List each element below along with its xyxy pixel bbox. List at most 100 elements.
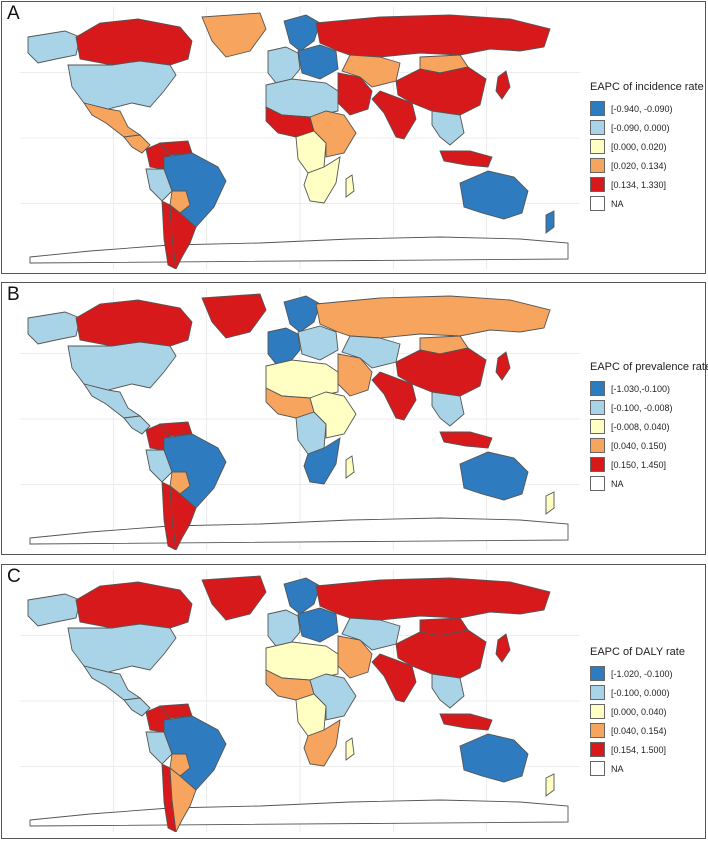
country-middle-east[interactable] [337,353,373,397]
country-bolivia[interactable] [169,190,191,214]
country-japan[interactable] [495,351,511,381]
legend-item: [-0.940, -0.090) [590,99,704,118]
legend-label: [0.020, 0.134) [611,160,667,171]
panel-letter: B [7,284,20,305]
country-eastern-europe[interactable] [297,325,339,361]
legend-item: [0.134, 1.330] [590,175,704,194]
country-eastern-europe[interactable] [297,607,339,643]
country-eastern-europe[interactable] [297,44,339,80]
legend-label: NA [611,763,624,774]
country-indonesia[interactable] [439,431,493,449]
country-nordic[interactable] [283,577,321,615]
country-new-zealand[interactable] [545,210,555,234]
legend-label: [0.150, 1.450] [611,459,667,470]
country-greenland[interactable] [201,12,267,58]
country-indonesia[interactable] [439,713,493,731]
country-bolivia[interactable] [169,471,191,495]
map-legend: EAPC of DALY rate [-1.020, -0.100) [-0.1… [590,646,685,778]
country-china[interactable] [395,629,487,679]
legend-swatch [590,457,605,472]
country-antarctica [29,517,569,545]
country-greenland[interactable] [201,293,267,339]
country-argentina[interactable] [169,485,197,550]
country-usa[interactable] [67,60,177,110]
country-nordic[interactable] [283,14,321,52]
country-alaska[interactable] [27,593,81,627]
legend-item: [0.020, 0.134) [590,156,704,175]
legend-item: [-0.090, 0.000) [590,118,704,137]
legend-item: [-0.100, 0.000) [590,683,685,702]
legend-swatch [590,400,605,415]
country-indonesia[interactable] [439,150,493,168]
country-russia[interactable] [315,295,551,339]
country-alaska[interactable] [27,311,81,345]
country-madagascar[interactable] [345,174,355,198]
legend-item: [0.040, 0.150) [590,436,708,455]
country-southern-africa[interactable] [303,437,341,485]
legend-swatch [590,177,605,192]
country-western-europe[interactable] [267,609,301,647]
country-greenland[interactable] [201,575,267,621]
country-nordic[interactable] [283,295,321,333]
country-peru[interactable] [145,731,173,765]
country-southeast-asia[interactable] [431,110,465,146]
country-india[interactable] [371,90,417,140]
legend-swatch [590,381,605,396]
legend-item: NA [590,759,685,778]
country-east-africa[interactable] [309,110,357,158]
country-madagascar[interactable] [345,737,355,761]
country-central-asia[interactable] [341,54,401,88]
legend-title: EAPC of prevalence rate [590,361,708,373]
country-western-europe[interactable] [267,327,301,365]
country-usa[interactable] [67,341,177,391]
country-southern-africa[interactable] [303,719,341,767]
country-argentina[interactable] [169,204,197,269]
legend-label: [0.040, 0.154) [611,725,667,736]
country-peru[interactable] [145,168,173,202]
legend-item: [0.154, 1.500] [590,740,685,759]
legend-swatch [590,723,605,738]
country-canada[interactable] [75,299,193,347]
country-peru[interactable] [145,449,173,483]
country-bolivia[interactable] [169,753,191,777]
country-russia[interactable] [315,577,551,621]
country-southeast-asia[interactable] [431,673,465,709]
country-india[interactable] [371,653,417,703]
country-australia[interactable] [459,170,529,220]
country-argentina[interactable] [169,767,197,832]
legend-swatch [590,419,605,434]
country-new-zealand[interactable] [545,491,555,515]
legend-item: [-1.030,-0.100) [590,379,708,398]
legend-label: [-0.100, -0.008) [611,402,673,413]
country-china[interactable] [395,66,487,116]
country-canada[interactable] [75,18,193,66]
legend-label: [-1.030,-0.100) [611,383,671,394]
country-canada[interactable] [75,581,193,629]
country-australia[interactable] [459,733,529,783]
world-map [20,7,580,269]
country-alaska[interactable] [27,30,81,64]
country-middle-east[interactable] [337,635,373,679]
country-madagascar[interactable] [345,455,355,479]
country-japan[interactable] [495,633,511,663]
legend-label: [-0.100, 0.000) [611,687,670,698]
country-japan[interactable] [495,70,511,100]
legend-item: NA [590,194,704,213]
country-usa[interactable] [67,623,177,673]
country-southeast-asia[interactable] [431,391,465,427]
legend-swatch [590,666,605,681]
country-china[interactable] [395,347,487,397]
legend-item: [0.150, 1.450] [590,455,708,474]
country-australia[interactable] [459,451,529,501]
country-central-asia[interactable] [341,335,401,369]
country-central-asia[interactable] [341,617,401,651]
country-western-europe[interactable] [267,46,301,84]
country-india[interactable] [371,371,417,421]
legend-label: [0.040, 0.150) [611,440,667,451]
country-southern-africa[interactable] [303,156,341,204]
country-east-africa[interactable] [309,673,357,721]
country-russia[interactable] [315,14,551,58]
country-middle-east[interactable] [337,72,373,116]
country-east-africa[interactable] [309,391,357,439]
country-new-zealand[interactable] [545,773,555,797]
